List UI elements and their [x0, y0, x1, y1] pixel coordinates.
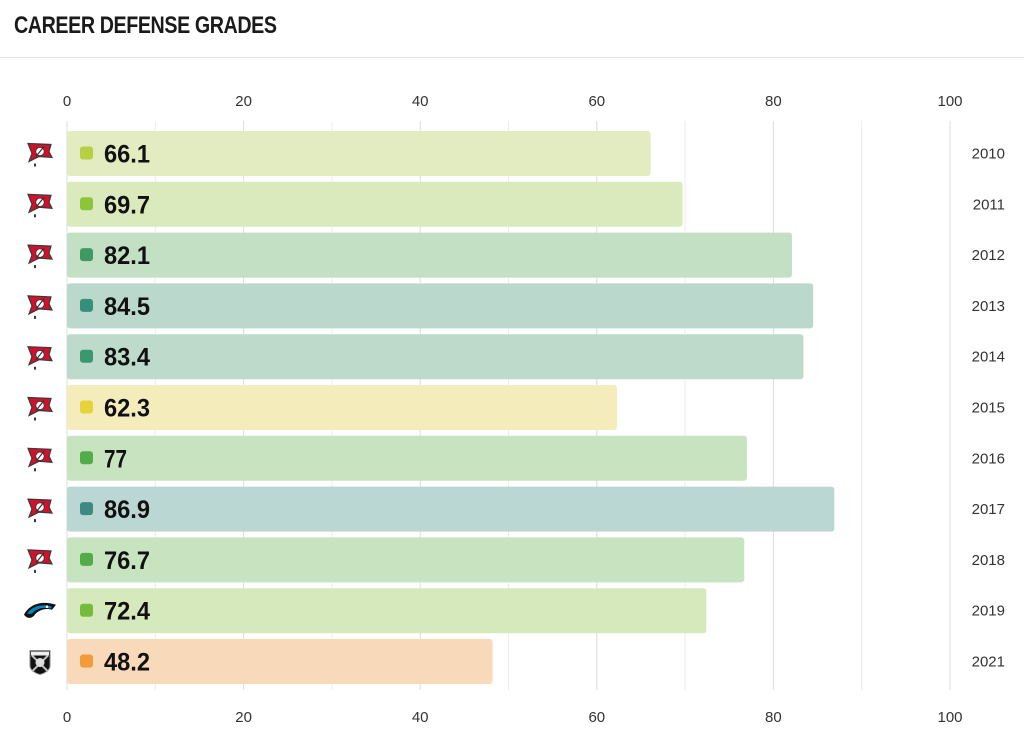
grade-color-dot	[80, 603, 93, 617]
x-tick-top-0: 0	[63, 93, 71, 110]
bar-row-2021: 48.2 2021	[29, 639, 1005, 684]
grade-color-dot	[80, 451, 93, 465]
year-label: 2019	[972, 603, 1005, 620]
bar	[67, 385, 618, 430]
bar-row-2011: 69.7 2011	[27, 181, 1005, 227]
bar	[67, 435, 747, 481]
bar-row-2013: 84.5 2013	[27, 283, 1005, 329]
bar-value-label: 84.5	[104, 293, 150, 321]
grade-color-dot	[80, 298, 93, 312]
x-tick-bottom-0: 0	[63, 709, 71, 726]
bar	[67, 334, 804, 380]
x-tick-top-60: 60	[588, 93, 605, 110]
grade-color-dot	[80, 248, 93, 262]
bar-row-2018: 76.7 2018	[27, 537, 1005, 583]
x-tick-bottom-100: 100	[937, 709, 962, 726]
bar-value-label: 72.4	[104, 598, 150, 626]
bar-value-label: 82.1	[104, 242, 150, 270]
bar-row-2012: 82.1 2012	[27, 232, 1005, 278]
buccaneers-flag-icon	[27, 396, 54, 421]
bar-value-label: 66.1	[104, 141, 150, 169]
chart-header: CAREER DEFENSE GRADES	[0, 0, 1024, 58]
year-label: 2014	[972, 349, 1005, 366]
grade-color-dot	[80, 146, 93, 160]
buccaneers-flag-icon	[27, 447, 54, 472]
grade-color-dot	[80, 197, 93, 211]
buccaneers-flag-icon	[27, 295, 54, 319]
bar-value-label: 86.9	[104, 496, 150, 524]
x-tick-top-100: 100	[937, 93, 962, 110]
grade-color-dot	[80, 502, 93, 516]
x-tick-top-40: 40	[412, 93, 429, 110]
buccaneers-flag-icon	[27, 193, 54, 218]
bar	[67, 486, 835, 532]
x-tick-bottom-80: 80	[765, 709, 782, 726]
x-tick-bottom-40: 40	[412, 709, 429, 726]
year-label: 2017	[972, 501, 1005, 518]
year-label: 2018	[972, 552, 1005, 569]
bar-row-2016: 77 2016	[27, 435, 1005, 481]
bar-value-label: 48.2	[104, 649, 150, 677]
x-tick-bottom-20: 20	[235, 709, 252, 726]
bar-value-label: 69.7	[104, 191, 150, 219]
buccaneers-flag-icon	[27, 346, 54, 370]
year-label: 2010	[972, 146, 1005, 163]
bar	[67, 181, 683, 227]
bar-row-2015: 62.3 2015	[27, 385, 1005, 430]
bar-value-label: 77	[104, 445, 127, 473]
x-tick-top-80: 80	[765, 93, 782, 110]
grade-color-dot	[80, 349, 93, 363]
x-axis-bottom: 0 20 40 60 80 100	[63, 709, 963, 726]
bar	[67, 537, 745, 583]
year-label: 2021	[972, 654, 1005, 671]
x-tick-bottom-60: 60	[588, 709, 605, 726]
x-tick-top-20: 20	[235, 93, 252, 110]
year-label: 2016	[972, 450, 1005, 467]
year-label: 2015	[972, 400, 1005, 417]
bar	[67, 639, 493, 684]
bar-row-2014: 83.4 2014	[27, 334, 1005, 380]
buccaneers-flag-icon	[27, 244, 54, 269]
bar	[67, 588, 707, 634]
bar	[67, 131, 651, 176]
bars: 66.1 2010 69.7 2011 82.1 2012 84.5 2013 83.4 2014…	[24, 131, 1005, 684]
bar-row-2017: 86.9 2017	[27, 486, 1005, 532]
x-axis-top: 0 20 40 60 80 100	[63, 93, 963, 110]
bar	[67, 232, 792, 278]
buccaneers-flag-icon	[27, 498, 54, 523]
bar-value-label: 62.3	[104, 395, 150, 423]
bar	[67, 283, 814, 329]
bar-row-2010: 66.1 2010	[27, 131, 1005, 176]
chart-title: CAREER DEFENSE GRADES	[14, 12, 277, 39]
buccaneers-flag-icon	[27, 142, 54, 167]
year-label: 2012	[972, 247, 1005, 264]
buccaneers-flag-icon	[27, 549, 54, 573]
year-label: 2011	[973, 196, 1005, 213]
bar-row-2019: 72.4 2019	[24, 588, 1005, 634]
panthers-logo-icon	[24, 602, 56, 618]
bar-value-label: 83.4	[104, 344, 150, 372]
year-label: 2013	[972, 298, 1005, 315]
raiders-logo-icon	[29, 650, 51, 676]
grade-color-dot	[80, 654, 93, 668]
grade-color-dot	[80, 400, 93, 414]
bar-value-label: 76.7	[104, 547, 150, 575]
grade-color-dot	[80, 552, 93, 566]
